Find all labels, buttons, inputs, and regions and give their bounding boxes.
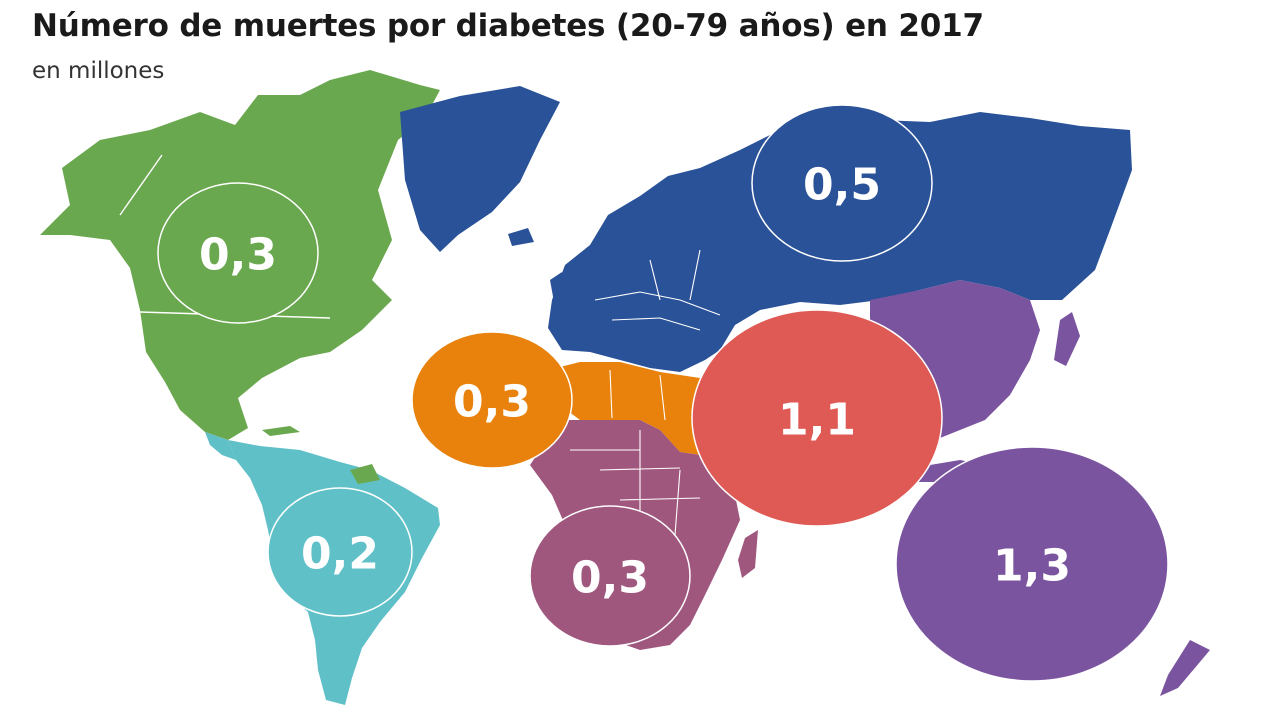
bubble-western-pacific-circle [895, 446, 1169, 682]
bubble-western-pacific-label: 1,3 [993, 541, 1071, 592]
bubble-middle-east-north-africa-circle [411, 331, 573, 469]
central-america-shape [205, 432, 236, 460]
bubble-south-central-america-circle [267, 487, 413, 617]
bubble-europe: 0,5 [751, 104, 933, 262]
bubble-middle-east-north-africa-label: 0,3 [453, 377, 531, 428]
value-bubbles: 0,3 0,2 0,5 0,3 0,3 1,1 1,3 [157, 104, 1169, 682]
bubble-south-central-america: 0,2 [267, 487, 413, 617]
japan-shape [1054, 312, 1080, 366]
bubble-europe-circle [751, 104, 933, 262]
new-zealand-shape [1160, 640, 1210, 696]
bubble-europe-label: 0,5 [803, 160, 881, 211]
africa-borders [570, 430, 701, 601]
britain-shape [550, 272, 568, 302]
bubble-africa-label: 0,3 [571, 553, 649, 604]
bubble-middle-east-north-africa: 0,3 [411, 331, 573, 469]
caribbean-island [262, 426, 300, 436]
europe-borders [594, 249, 721, 331]
bubble-north-america: 0,3 [157, 182, 319, 324]
madagascar-shape [738, 530, 758, 578]
bubble-south-central-america-label: 0,2 [301, 529, 379, 580]
bubble-africa-circle [529, 505, 691, 647]
map-subtitle: en millones [32, 58, 165, 84]
bubble-africa: 0,3 [529, 505, 691, 647]
iceland-shape [508, 228, 534, 246]
bubble-western-pacific: 1,3 [895, 446, 1169, 682]
bubble-south-east-asia-circle [691, 309, 943, 527]
greenland-shape [400, 86, 560, 252]
bubble-north-america-circle [157, 182, 319, 324]
bubble-north-america-label: 0,3 [199, 230, 277, 281]
bubble-south-east-asia: 1,1 [691, 309, 943, 527]
bubble-south-east-asia-label: 1,1 [778, 395, 856, 446]
guiana-patch [350, 464, 380, 484]
map-title: Número de muertes por diabetes (20-79 añ… [32, 8, 984, 44]
